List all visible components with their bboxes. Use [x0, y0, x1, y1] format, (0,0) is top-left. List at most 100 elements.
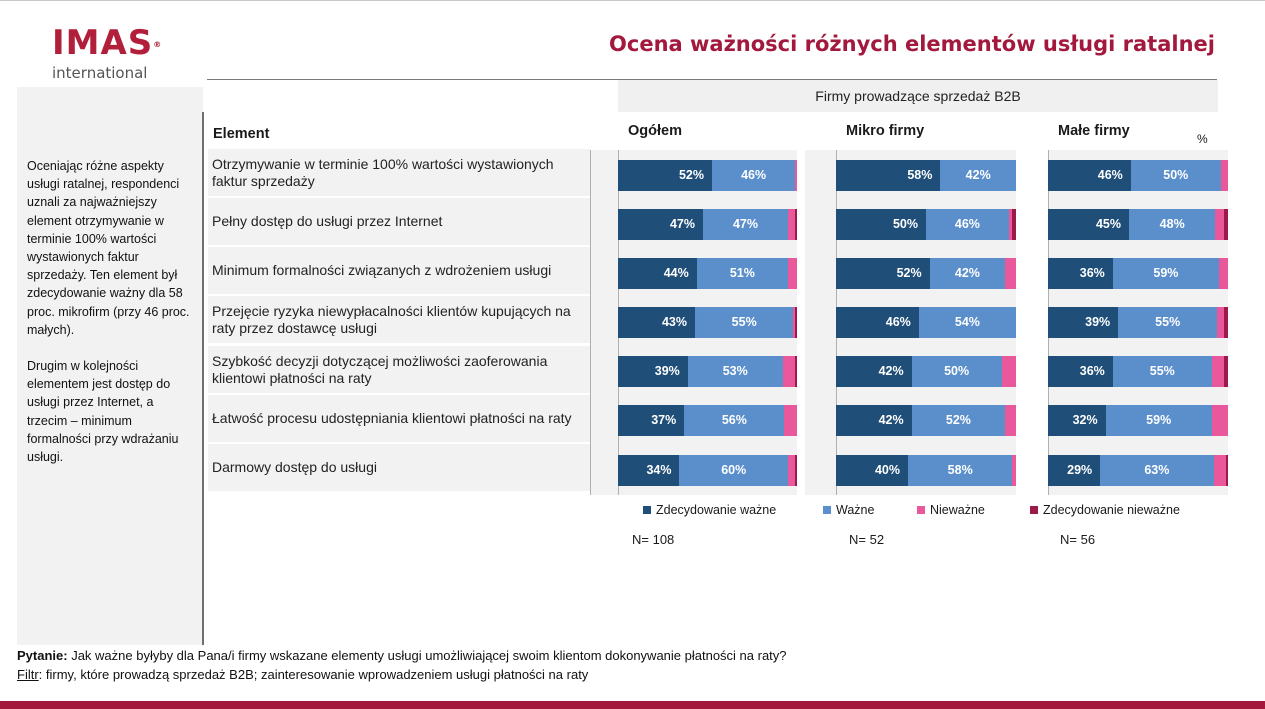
bar-segment	[618, 455, 680, 486]
row-label: Minimum formalności związanych z wdrożen…	[212, 262, 552, 279]
bar-segment	[1005, 258, 1016, 289]
bar-segment	[836, 258, 930, 289]
bar-segment	[1217, 307, 1225, 338]
bar-data-label: 39%	[1085, 315, 1111, 329]
imas-logo: IMAS® international	[52, 26, 162, 82]
bar-segment	[1005, 405, 1016, 436]
legend-swatch	[823, 506, 831, 514]
bar-segment	[836, 209, 926, 240]
bar-data-label: 55%	[1149, 364, 1175, 378]
bar-data-label: 47%	[669, 217, 695, 231]
bar-segment	[1226, 455, 1228, 486]
row-label: Pełny dostęp do usługi przez Internet	[212, 213, 443, 230]
bar-segment	[1224, 209, 1228, 240]
bar-segment	[1118, 307, 1218, 338]
logo-wordmark: IMAS	[52, 23, 154, 63]
bar-segment	[911, 356, 1002, 387]
row-label: Łatwość procesu udostępniania klientowi …	[212, 410, 572, 427]
bar-segment	[1012, 209, 1016, 240]
bar-data-label: 52%	[945, 413, 971, 427]
bar-data-label: 42%	[878, 364, 904, 378]
bar-data-label: 59%	[1153, 266, 1179, 280]
row-background	[208, 296, 590, 343]
bar-data-label: 58%	[907, 168, 933, 182]
legend-item: Nieważne	[917, 503, 985, 517]
bar-segment	[1112, 356, 1212, 387]
legend-item: Zdecydowanie nieważne	[1030, 503, 1180, 517]
bar-data-label: 36%	[1079, 266, 1105, 280]
legend-item: Ważne	[823, 503, 874, 517]
sample-size-label: N= 56	[1060, 532, 1096, 547]
bar-segment	[684, 405, 785, 436]
row-label: Przejęcie ryzyka niewypłacalności klient…	[212, 303, 571, 336]
segment-header: Ogółem	[628, 123, 682, 139]
bar-data-label: 34%	[646, 463, 672, 477]
bar-segment	[712, 160, 796, 191]
bar-data-label: 47%	[732, 217, 758, 231]
bar-segment	[795, 160, 797, 191]
row-label: Darmowy dostęp do usługi	[212, 459, 377, 476]
logo-registered-mark: ®	[153, 40, 163, 49]
bar-segment	[1224, 307, 1228, 338]
bar-segment	[1048, 209, 1129, 240]
legend-label: Nieważne	[930, 503, 985, 517]
bar-data-label: 46%	[1097, 168, 1123, 182]
bar-segment	[1100, 455, 1214, 486]
bar-data-label: 59%	[1146, 413, 1172, 427]
bar-data-label: 42%	[878, 413, 904, 427]
row-label: Szybkość decyzji dotyczącej możliwości z…	[212, 353, 548, 386]
bar-segment	[784, 405, 797, 436]
bar-data-label: 50%	[892, 217, 918, 231]
bar-data-label: 51%	[729, 266, 755, 280]
bar-segment	[1220, 160, 1228, 191]
column-edge	[590, 150, 591, 495]
footer-filter: Filtr: firmy, które prowadzą sprzedaż B2…	[17, 665, 787, 684]
logo-subtitle: international	[52, 64, 148, 82]
sample-size-label: N= 108	[632, 532, 675, 547]
bar-segment	[1001, 356, 1016, 387]
bar-data-label: 46%	[741, 168, 767, 182]
footer-notes: Pytanie: Jak ważne byłyby dla Pana/i fir…	[17, 646, 787, 684]
bar-segment	[1048, 307, 1119, 338]
sidebar-panel: Oceniając różne aspekty usługi ratalnej,…	[17, 87, 203, 645]
bar-segment	[618, 356, 688, 387]
percent-unit-label: %	[1197, 132, 1208, 146]
filter-label: Filtr	[17, 667, 39, 682]
bar-segment	[836, 307, 919, 338]
sample-size-label: N= 52	[849, 532, 885, 547]
row-background	[208, 395, 590, 442]
bar-segment	[694, 307, 794, 338]
bar-segment	[929, 258, 1006, 289]
column-gap	[805, 150, 836, 495]
legend-swatch	[1030, 506, 1038, 514]
bar-data-label: 42%	[965, 168, 991, 182]
question-label: Pytanie:	[17, 648, 68, 663]
bar-segment	[795, 455, 797, 486]
bar-segment	[702, 209, 788, 240]
legend-item: Zdecydowanie ważne	[643, 503, 776, 517]
chart-legend: Zdecydowanie ważne Ważne Nieważne Zdecydowa…	[0, 503, 1265, 521]
bar-segment	[918, 307, 1016, 338]
bar-data-label: 56%	[721, 413, 747, 427]
bar-segment	[1112, 258, 1219, 289]
bar-data-label: 45%	[1095, 217, 1121, 231]
bar-data-label: 58%	[947, 463, 973, 477]
filter-text: : firmy, które prowadzą sprzedaż B2B; za…	[38, 667, 589, 682]
bar-segment	[836, 356, 912, 387]
bar-segment	[1211, 356, 1225, 387]
bar-segment	[1219, 258, 1228, 289]
bar-segment	[1048, 160, 1131, 191]
column-gap	[797, 150, 805, 495]
bar-segment	[795, 356, 797, 387]
bar-segment	[618, 209, 703, 240]
legend-label: Zdecydowanie ważne	[656, 503, 777, 517]
bar-data-label: 54%	[954, 315, 980, 329]
bar-segment	[687, 356, 783, 387]
bar-segment	[1130, 160, 1221, 191]
header-rule	[207, 79, 1217, 80]
bar-segment	[788, 258, 797, 289]
bar-data-label: 32%	[1072, 413, 1098, 427]
bar-segment	[1048, 356, 1113, 387]
bar-data-label: 36%	[1079, 364, 1105, 378]
bar-segment	[1211, 405, 1228, 436]
